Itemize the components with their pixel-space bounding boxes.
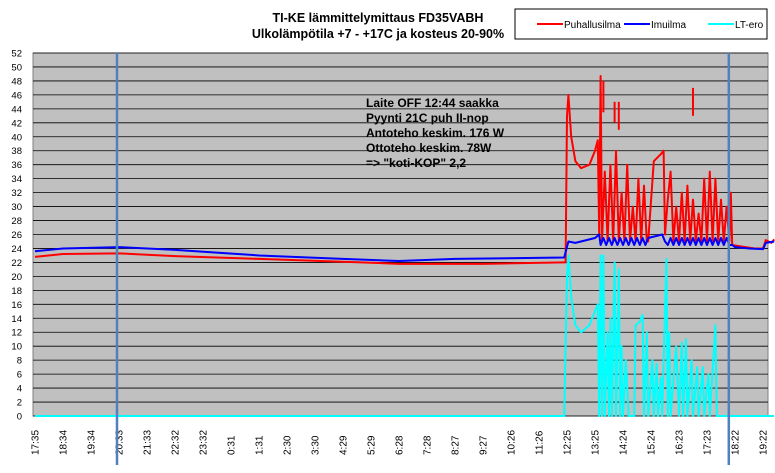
x-tick-label: 18:34 <box>59 430 70 455</box>
x-tick-label: 3:30 <box>311 435 322 455</box>
legend-puhallusilma: Puhallusilma <box>564 20 621 31</box>
x-tick-label: 10:26 <box>507 430 518 455</box>
annotation-line-4: Ottoteho keskim. 78W <box>366 141 492 155</box>
y-tick-label: 30 <box>11 202 22 213</box>
x-tick-label: 1:31 <box>255 435 266 455</box>
annotation-line-5: => "koti-KOP" 2,2 <box>366 156 466 170</box>
y-tick-label: 22 <box>11 258 22 269</box>
y-tick-label: 0 <box>17 412 22 423</box>
y-tick-label: 14 <box>11 314 22 325</box>
annotation: Laite OFF 12:44 saakka Pyynti 21C puh II… <box>366 96 505 170</box>
y-tick-label: 10 <box>11 342 22 353</box>
x-tick-label: 20:33 <box>115 430 126 455</box>
legend-lt-ero: LT-ero <box>735 20 764 31</box>
x-tick-label: 19:34 <box>87 430 98 455</box>
x-tick-label: 17:35 <box>31 430 42 455</box>
y-tick-label: 8 <box>17 356 22 367</box>
x-tick-label: 8:27 <box>451 435 462 455</box>
y-tick-label: 52 <box>11 49 22 60</box>
y-tick-label: 12 <box>11 328 22 339</box>
x-tick-label: 9:27 <box>479 435 490 455</box>
x-tick-label: 12:25 <box>563 430 574 455</box>
x-tick-label: 16:23 <box>675 430 686 455</box>
legend: Puhallusilma Imuilma LT-ero <box>514 8 768 40</box>
x-tick-label: 2:30 <box>283 435 294 455</box>
series-line <box>35 254 775 417</box>
y-tick-label: 46 <box>11 90 22 101</box>
y-tick-label: 50 <box>11 62 22 73</box>
y-tick-label: 36 <box>11 160 22 171</box>
y-tick-label: 18 <box>11 286 22 297</box>
series-line <box>34 233 775 263</box>
x-tick-label: 22:32 <box>171 430 182 455</box>
x-tick-label: 11:26 <box>535 430 546 455</box>
x-tick-label: 7:28 <box>423 435 434 455</box>
x-tick-label: 6:28 <box>395 435 406 455</box>
series-lt-ero <box>35 254 775 417</box>
y-tick-label: 32 <box>11 188 22 199</box>
x-tick-label: 23:32 <box>199 430 210 455</box>
y-tick-label: 2 <box>17 398 22 409</box>
x-tick-label: 0:31 <box>227 435 238 455</box>
chart-title-line2: Ulkolämpötila +7 - +17C ja kosteus 20-90… <box>252 27 504 41</box>
x-tick-label: 21:33 <box>143 430 154 455</box>
y-tick-label: 38 <box>11 146 22 157</box>
x-tick-label: 5:29 <box>367 435 378 455</box>
annotation-line-3: Antoteho keskim. 176 W <box>366 126 505 140</box>
annotation-line-1: Laite OFF 12:44 saakka <box>366 96 499 110</box>
y-tick-label: 20 <box>11 272 22 283</box>
x-tick-label: 4:29 <box>339 435 350 455</box>
y-tick-label: 42 <box>11 118 22 129</box>
y-tick-label: 48 <box>11 76 22 87</box>
y-tick-label: 26 <box>11 230 22 241</box>
chart-title-line1: TI-KE lämmittelymittaus FD35VABH <box>273 11 484 25</box>
y-tick-label: 40 <box>11 132 22 143</box>
y-tick-label: 24 <box>11 244 22 255</box>
x-tick-label: 15:24 <box>647 430 658 455</box>
legend-imuilma: Imuilma <box>651 20 686 31</box>
x-tick-label: 19:22 <box>759 430 770 455</box>
y-tick-label: 16 <box>11 300 22 311</box>
y-tick-label: 6 <box>17 370 22 381</box>
annotation-line-2: Pyynti 21C puh II-nop <box>366 111 489 125</box>
x-tick-label: 14:24 <box>619 430 630 455</box>
y-tick-label: 44 <box>11 104 22 115</box>
x-tick-label: 13:25 <box>591 430 602 455</box>
y-tick-label: 34 <box>11 174 22 185</box>
x-tick-label: 17:23 <box>703 430 714 455</box>
series-imuilma <box>34 233 775 263</box>
y-tick-label: 28 <box>11 216 22 227</box>
x-tick-label: 18:22 <box>731 430 742 455</box>
y-tick-label: 4 <box>17 384 22 395</box>
